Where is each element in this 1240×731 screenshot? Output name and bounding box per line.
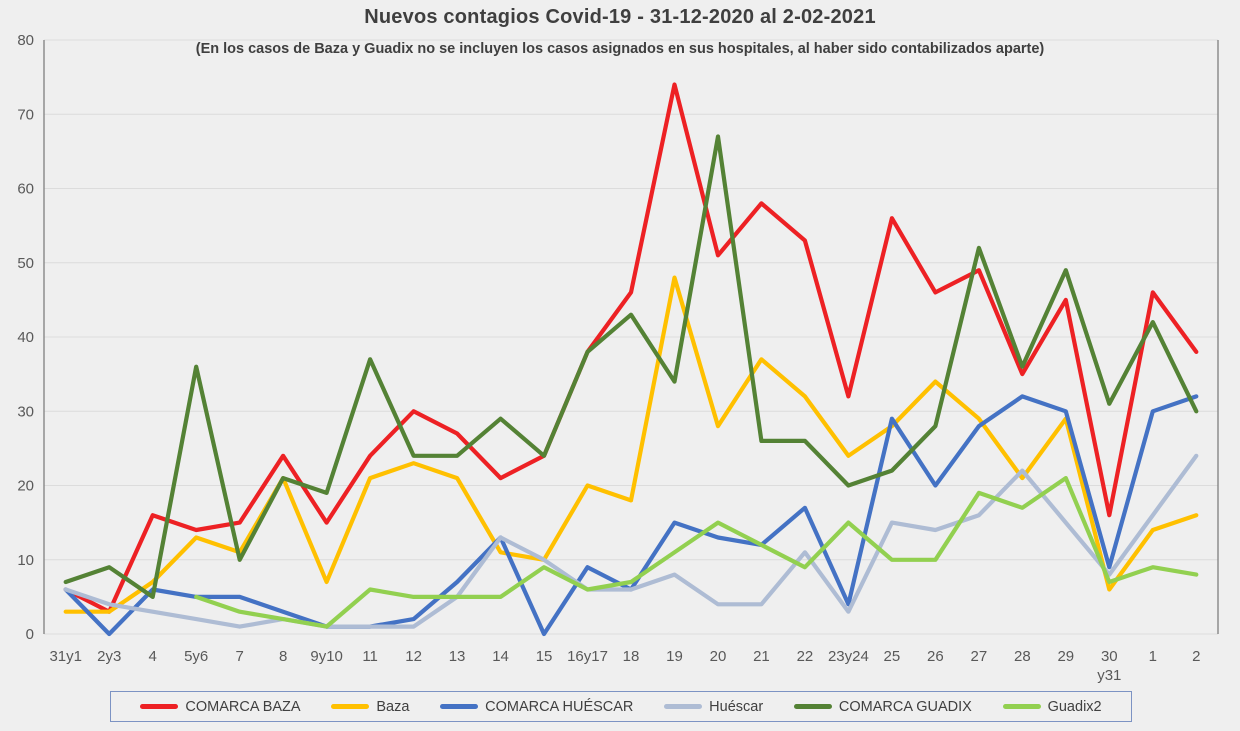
legend-item: Huéscar bbox=[664, 699, 763, 715]
legend-swatch-icon bbox=[440, 704, 479, 709]
legend-label: Baza bbox=[376, 698, 410, 715]
x-axis-tick-label: 12 bbox=[405, 648, 422, 665]
x-axis-tick-label: 8 bbox=[279, 648, 287, 665]
x-axis-tick-label: 22 bbox=[797, 648, 814, 665]
x-axis-tick-label: 14 bbox=[492, 648, 509, 665]
legend-swatch-icon bbox=[140, 704, 179, 709]
legend-item: COMARCA HUÉSCAR bbox=[440, 699, 633, 715]
x-axis-tick-label: 11 bbox=[362, 648, 378, 665]
x-axis-tick-label: 28 bbox=[1014, 648, 1031, 665]
x-axis-tick-label: 31y1 bbox=[49, 648, 82, 665]
series-line-comarca-guadix bbox=[63, 134, 1199, 599]
series-line-comarca-huéscar bbox=[63, 394, 1199, 637]
legend-swatch-icon bbox=[331, 704, 370, 709]
series-line-huéscar bbox=[63, 453, 1199, 629]
chart-subtitle: (En los casos de Baza y Guadix no se inc… bbox=[195, 41, 1045, 57]
y-axis-tick-label: 80 bbox=[17, 32, 34, 49]
x-axis-tick-label: 1 bbox=[1149, 648, 1157, 665]
chart-title: Nuevos contagios Covid-19 - 31-12-2020 a… bbox=[364, 6, 876, 28]
legend-item: COMARCA BAZA bbox=[140, 698, 301, 715]
x-axis-tick-label: 2 bbox=[1192, 648, 1200, 665]
x-axis-tick-label: 30 y31 bbox=[1097, 648, 1121, 684]
legend-swatch-icon bbox=[1002, 704, 1041, 709]
y-axis-tick-label: 0 bbox=[26, 626, 34, 643]
x-axis-tick-label: 29 bbox=[1057, 648, 1074, 665]
y-axis-tick-label: 20 bbox=[17, 478, 34, 495]
series-line-guadix2 bbox=[194, 476, 1199, 629]
x-axis-tick-label: 18 bbox=[623, 648, 640, 665]
legend-swatch-icon bbox=[793, 704, 832, 709]
x-axis-tick-label: 4 bbox=[149, 648, 157, 665]
legend-label: COMARCA BAZA bbox=[185, 698, 301, 715]
legend-item: Baza bbox=[331, 699, 409, 715]
legend-label: Huéscar bbox=[709, 698, 764, 715]
y-axis-tick-label: 50 bbox=[17, 255, 34, 272]
y-axis-tick-label: 10 bbox=[17, 552, 34, 569]
x-axis-tick-label: 9y10 bbox=[310, 648, 343, 665]
y-axis-tick-label: 30 bbox=[17, 403, 34, 420]
y-axis-tick-label: 70 bbox=[17, 106, 34, 123]
x-axis-tick-label: 13 bbox=[449, 648, 466, 665]
x-axis-tick-label: 2y3 bbox=[97, 648, 121, 665]
y-axis-tick-label: 40 bbox=[17, 329, 34, 346]
x-axis-tick-label: 23y24 bbox=[828, 648, 869, 665]
legend-swatch-icon bbox=[664, 704, 703, 709]
x-axis-tick-label: 19 bbox=[666, 648, 683, 665]
x-axis-tick-label: 21 bbox=[753, 648, 770, 665]
legend-item: Guadix2 bbox=[1002, 698, 1102, 715]
legend-label: COMARCA HUÉSCAR bbox=[485, 698, 634, 715]
legend-item: COMARCA GUADIX bbox=[793, 698, 972, 715]
y-axis-tick-label: 60 bbox=[17, 181, 34, 198]
series-line-baza bbox=[63, 275, 1199, 614]
x-axis-tick-label: 7 bbox=[235, 648, 243, 665]
legend-label: Guadix2 bbox=[1047, 698, 1102, 715]
series-line-comarca-baza bbox=[63, 82, 1199, 614]
x-axis-tick-label: 25 bbox=[884, 648, 901, 665]
x-axis-tick-label: 15 bbox=[536, 648, 553, 665]
legend-label: COMARCA GUADIX bbox=[838, 698, 972, 715]
chart-legend: COMARCA BAZA Baza COMARCA HUÉSCAR Huéscar CO… bbox=[110, 691, 1132, 722]
x-axis-tick-label: 5y6 bbox=[184, 648, 208, 665]
x-axis-tick-label: 20 bbox=[710, 648, 727, 665]
x-axis-tick-label: 27 bbox=[971, 648, 988, 665]
x-axis-tick-label: 16y17 bbox=[567, 648, 608, 665]
x-axis-tick-label: 26 bbox=[927, 648, 944, 665]
